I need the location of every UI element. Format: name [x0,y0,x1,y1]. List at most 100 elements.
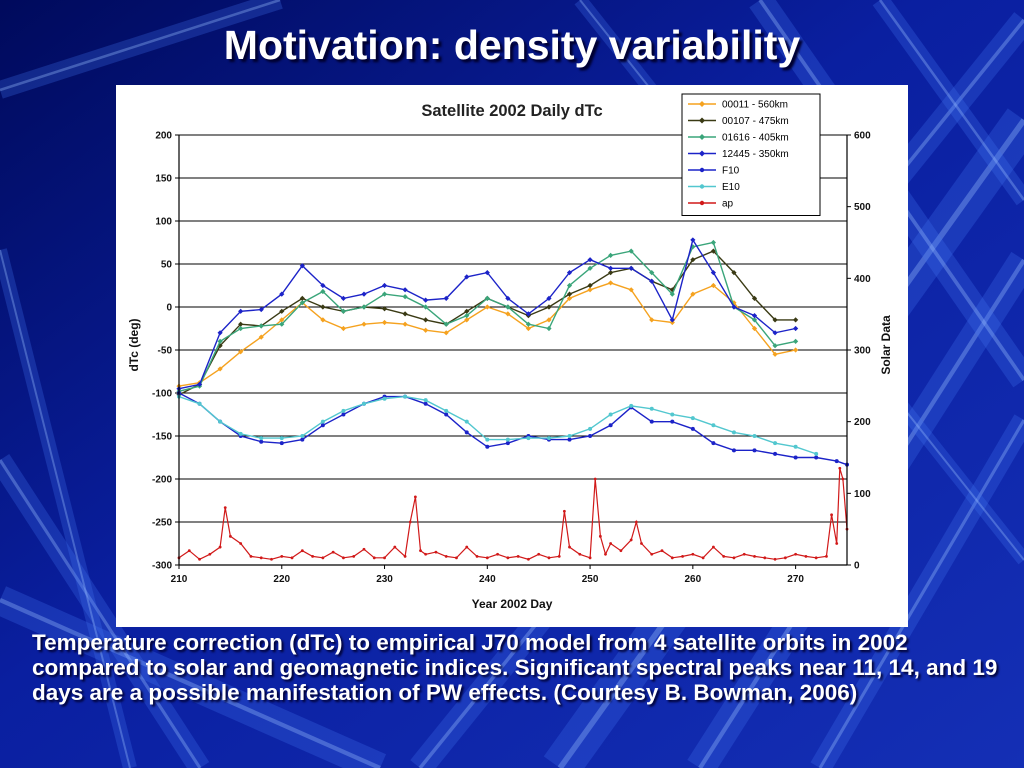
background-streak-highlight [0,598,381,768]
data-point [588,426,593,431]
data-point [362,547,366,551]
legend-item: 12445 - 350km [688,149,789,160]
data-point [506,556,510,560]
legend-label: ap [722,199,734,210]
data-point [280,555,284,558]
data-point [710,239,716,246]
data-point [443,321,449,327]
data-point [772,330,778,336]
data-point [279,441,284,446]
series-line [178,468,848,561]
y-axis-label: dTc (deg) [127,318,141,371]
data-point [587,282,593,289]
data-point [505,304,511,310]
series-line [178,238,796,390]
data-point [320,282,326,289]
line-chart: 200150100500-50-100-150-200-250-30060050… [127,93,893,611]
data-point [249,555,253,558]
data-point [608,265,614,271]
y2-tick-label: 300 [854,346,871,357]
data-point [320,419,325,424]
legend-swatch-marker [699,184,705,189]
data-point [690,237,696,243]
data-point [793,444,798,449]
y-tick-label: -150 [152,432,172,443]
background-streak-highlight [0,249,131,768]
data-point [562,509,566,513]
data-point [197,401,202,406]
data-point [640,542,643,545]
data-point [649,406,654,411]
legend-item: 01616 - 405km [688,133,789,144]
data-point [505,437,510,442]
data-point [300,437,305,442]
data-point [217,343,223,349]
legend-item: F10 [688,166,740,177]
data-point [660,549,664,553]
data-point [217,366,223,372]
series-line [178,392,848,466]
data-point [423,304,429,310]
data-point [578,552,582,556]
data-point [403,394,408,399]
data-point [690,426,695,431]
data-point [402,311,408,317]
data-point [772,343,778,349]
y-tick-label: 150 [155,174,172,185]
legend-swatch-marker [699,101,705,107]
y-tick-label: 100 [155,217,172,228]
data-point [444,412,449,417]
data-point [794,552,798,556]
data-point [546,436,551,441]
data-point [793,317,799,323]
data-point [773,557,777,561]
y2-axis-label: Solar Data [879,315,893,375]
data-point [434,550,438,554]
data-point [629,403,634,408]
data-point [444,555,448,558]
slide-title: Motivation: density variability [223,22,801,68]
background-streak [0,0,283,99]
y-tick-label: 200 [155,131,172,142]
background-streak-highlight [0,0,281,92]
data-point [444,408,449,413]
data-point [393,545,397,549]
data-point [773,441,778,446]
y-tick-label: 0 [166,303,172,314]
data-point [239,542,243,545]
data-point [587,265,593,271]
legend-label: E10 [722,182,740,193]
background-streak [872,0,1024,206]
series-layer [176,237,849,561]
data-point [217,330,223,336]
legend: 00011 - 560km 00107 - 475km 01616 - 405km 1… [681,93,821,216]
data-point [834,459,839,464]
data-point [566,282,573,289]
data-point [383,556,386,560]
data-point [587,287,593,293]
data-point [835,542,839,545]
y-tick-label: -200 [152,475,172,486]
legend-swatch-marker [699,200,705,206]
legend-item: 00107 - 475km [688,116,789,127]
data-point [608,270,614,276]
x-tick-label: 260 [685,574,702,585]
background-streak-highlight [818,419,1024,768]
data-point [516,555,520,558]
data-point [732,556,736,560]
data-point [752,434,757,438]
data-point [608,423,613,428]
slide-caption: Temperature correction (dTc) to empirica… [32,630,998,705]
data-point [783,556,787,560]
data-point [527,557,530,561]
legend-label: 01616 - 405km [722,133,789,144]
data-point [419,549,422,553]
data-point [751,325,758,332]
data-point [465,545,469,549]
data-point [484,304,490,310]
series-12445 [176,237,799,392]
data-point [423,401,428,406]
data-point [402,287,408,293]
data-point [609,542,613,545]
data-point [381,282,388,289]
